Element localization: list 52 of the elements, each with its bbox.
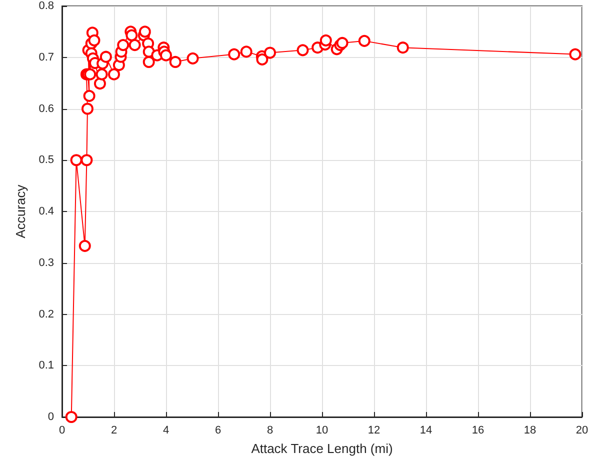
point [160,49,172,62]
point [117,39,130,52]
point [108,68,120,80]
x-tick-label: 8 [266,424,274,436]
x-tick-label: 0 [58,424,66,436]
point [264,46,276,59]
point [296,44,309,56]
x-tick-label: 2 [110,424,118,436]
point [569,48,582,60]
x-tick-label: 14 [420,424,432,436]
y-tick-label: 0.2 [38,308,54,320]
y-tick-label: 0.7 [38,51,54,64]
y-tick-label: 0 [48,411,54,423]
x-axis-title: Attack Trace Length (mi) [251,441,393,456]
point [84,68,96,80]
x-tick-label: 18 [524,424,536,436]
point [100,50,112,63]
x-tick-label: 4 [162,424,170,436]
y-axis-title: Accuracy [13,184,28,238]
point [256,53,268,66]
point [358,34,370,47]
x-tick-label: 20 [576,424,588,436]
point [186,52,199,64]
y-tick-label: 0.6 [38,102,54,115]
point [78,240,91,252]
point [128,39,141,52]
y-tick-label: 0.4 [38,206,54,218]
point [126,29,138,42]
point [142,56,155,68]
x-tick-label: 6 [214,424,222,436]
x-tick-label: 16 [472,424,484,436]
point [81,102,94,115]
y-tick-label: 0.1 [38,360,54,372]
point [320,34,332,46]
point [169,56,182,68]
y-tick-label: 0.8 [38,0,54,12]
point [88,34,100,46]
point [65,411,78,423]
point [240,46,252,58]
x-tick-label: 12 [368,424,380,436]
point [396,42,409,54]
point [138,26,151,38]
y-tick-label: 0.3 [38,256,54,269]
y-tick-label: 0.5 [38,154,54,166]
point [336,36,348,49]
point [83,90,96,102]
point [96,68,108,80]
point [94,78,106,90]
point [228,48,240,60]
point [70,154,82,166]
x-tick-label: 10 [316,424,328,436]
point [80,154,93,166]
